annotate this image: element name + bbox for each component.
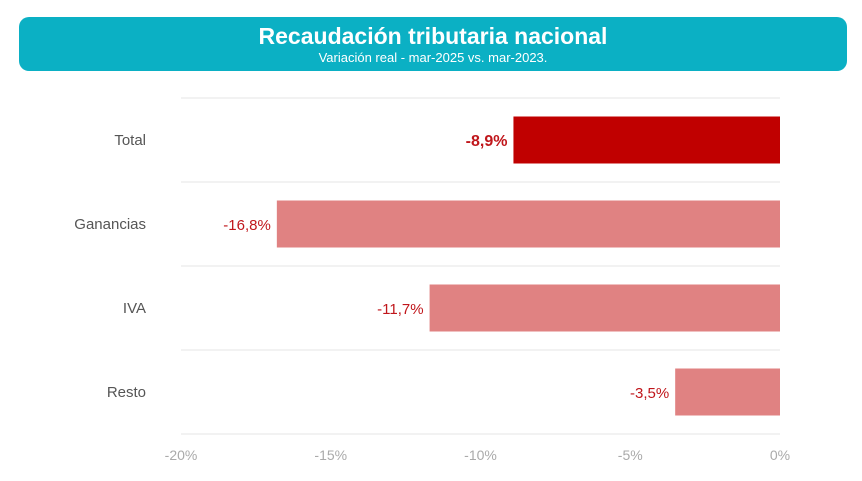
x-tick-label: -10% <box>464 447 497 463</box>
value-label: -16,8% <box>223 217 271 234</box>
bar-resto <box>675 368 780 416</box>
x-tick-label: 0% <box>770 447 790 463</box>
x-tick-label: -5% <box>618 447 643 463</box>
bar-ganancias <box>276 200 780 248</box>
chart-subtitle: Variación real - mar-2025 vs. mar-2023. <box>318 49 548 65</box>
category-label: Resto <box>107 384 146 401</box>
chart-title: Recaudación tributaria nacional <box>258 22 608 49</box>
category-label: Ganancias <box>74 216 146 233</box>
value-label: -8,9% <box>466 133 508 150</box>
value-label: -11,7% <box>377 301 423 318</box>
category-label: Total <box>114 132 146 149</box>
bar-iva <box>429 284 780 332</box>
chart-header: Recaudación tributaria nacional Variació… <box>19 17 847 71</box>
category-label: IVA <box>123 300 146 317</box>
value-label: -3,5% <box>630 385 669 402</box>
bar-total <box>513 116 780 164</box>
x-tick-label: -15% <box>314 447 347 463</box>
x-tick-label: -20% <box>165 447 198 463</box>
